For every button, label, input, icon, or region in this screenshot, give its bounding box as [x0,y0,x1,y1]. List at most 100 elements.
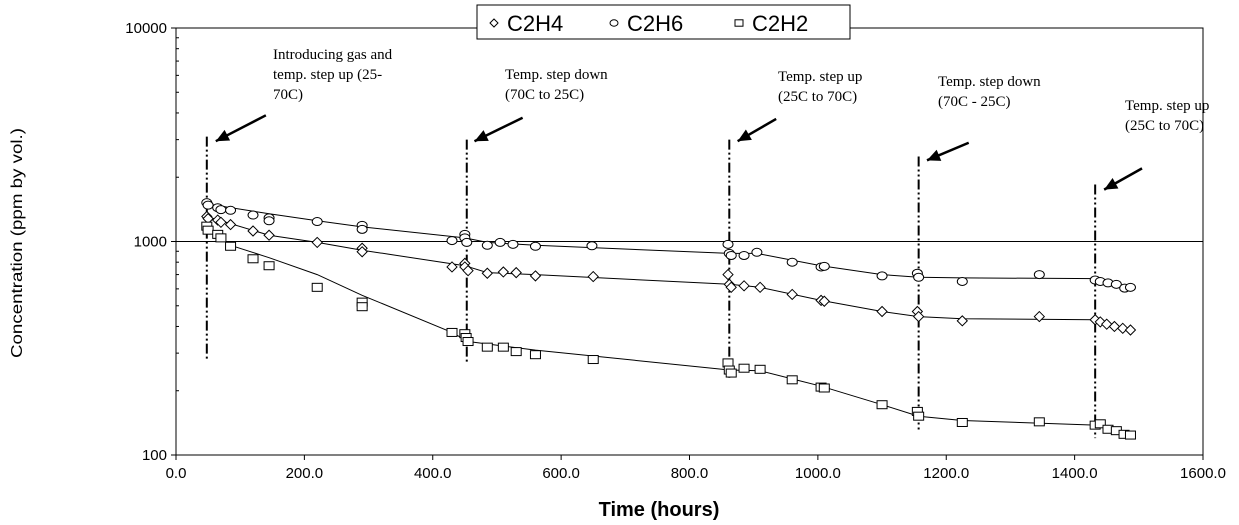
x-tick-label: 200.0 [286,465,324,482]
data-point-c2h4 [956,315,969,327]
data-point-c2h6 [446,236,458,246]
x-tick-label: 400.0 [414,465,452,482]
annotation-line: 70C) [273,87,303,103]
data-point-c2h6 [586,241,598,251]
data-point-c2h6 [956,276,968,286]
x-tick-label: 0.0 [166,465,187,482]
legend-box [476,4,851,40]
annotation-line: Temp. step up [1125,98,1209,114]
annotation-text: Temp. step up (25C to 70C) [778,69,862,105]
annotations: Introducing gas and temp. step up (25- 70C… [215,47,1209,191]
x-tick-label: 600.0 [542,465,580,482]
x-tick-label: 1400.0 [1052,465,1098,482]
data-point-c2h2 [738,363,750,373]
fit-line-c2h6 [206,203,1131,288]
data-point-c2h2 [202,225,214,235]
data-point-c2h2 [481,342,493,352]
annotation-line: (25C to 70C) [1125,118,1204,134]
data-point-c2h4 [1033,310,1046,323]
data-point-c2h6 [507,239,519,249]
data-point-c2h6 [529,241,541,251]
data-point-c2h4 [263,229,275,241]
legend-marker-c2h2 [734,19,744,27]
data-point-c2h4 [356,246,368,258]
annotation-text: Temp. step down (70C to 25C) [505,67,608,103]
fit-line-c2h2 [206,228,1131,436]
annotation-line: Temp. step down [505,67,608,83]
data-point-c2h2 [754,364,766,374]
data-point-c2h6 [751,247,763,257]
data-point-c2h4 [738,280,750,292]
data-point-c2h4 [446,261,458,273]
data-point-c2h2 [1033,417,1045,427]
data-point-c2h6 [225,205,237,215]
legend-label: C2H2 [752,11,808,36]
data-point-c2h4 [754,281,766,294]
data-point-c2h2 [818,383,830,393]
x-tick-label: 800.0 [671,465,709,482]
data-points [201,198,1137,440]
data-point-c2h4 [1124,324,1137,336]
annotation-text: Temp. step down (70C - 25C) [938,74,1041,110]
data-point-c2h2 [497,342,509,352]
x-tick-label: 1200.0 [923,465,969,482]
data-point-c2h2 [956,417,968,427]
annotation-arrowhead [1104,178,1119,190]
x-axis-title: Time (hours) [599,499,720,521]
axes [171,27,1204,460]
data-point-c2h4 [818,295,831,307]
fit-lines [206,203,1131,436]
data-point-c2h2 [247,254,259,264]
data-point-c2h2 [510,347,522,357]
data-point-c2h2 [876,400,888,410]
data-point-c2h6 [738,250,750,260]
data-point-c2h6 [722,239,734,249]
annotation-text: Introducing gas and temp. step up (25- 70C… [273,47,393,103]
data-point-c2h2 [356,302,368,312]
data-point-c2h2 [311,282,323,292]
data-point-c2h4 [587,270,599,283]
data-point-c2h6 [786,257,798,267]
data-point-c2h4 [215,216,227,229]
data-point-c2h4 [876,305,888,318]
data-point-c2h6 [1110,279,1122,289]
annotation-arrowhead [926,149,942,161]
annotation-line: Introducing gas and [273,47,393,63]
annotation-line: Temp. step down [938,74,1041,90]
data-point-c2h2 [913,411,925,421]
data-point-c2h2 [725,368,737,378]
event-markers [205,136,1097,439]
annotation-arrowhead [215,129,231,142]
data-point-c2h6 [215,205,227,215]
data-point-c2h4 [786,288,798,301]
data-point-c2h2 [529,350,541,360]
data-point-c2h6 [311,217,323,227]
data-point-c2h4 [1108,320,1121,333]
y-tick-label: 100 [142,447,167,464]
data-point-c2h2 [225,241,237,251]
data-point-c2h4 [247,225,259,237]
legend: C2H4 C2H6 C2H2 [476,4,851,40]
data-point-c2h6 [494,237,506,247]
data-point-c2h4 [224,218,237,231]
data-point-c2h2 [263,261,275,271]
y-tick-label: 10000 [125,20,167,37]
data-point-c2h6 [1124,282,1136,292]
data-point-c2h6 [202,200,214,210]
data-point-c2h4 [311,236,323,249]
x-tick-label: 1600.0 [1180,465,1226,482]
data-point-c2h6 [356,224,368,234]
data-point-c2h4 [481,267,494,279]
data-point-c2h2 [587,355,599,365]
data-point-c2h6 [725,250,737,260]
fit-line-c2h4 [206,216,1131,331]
legend-label: C2H6 [627,11,683,36]
data-point-c2h4 [510,266,522,279]
data-point-c2h6 [876,271,888,281]
data-point-c2h6 [818,261,830,271]
annotation-line: (70C - 25C) [938,94,1011,110]
annotation-text: Temp. step up (25C to 70C) [1125,98,1209,134]
legend-marker-c2h6 [609,19,619,27]
data-point-c2h6 [913,272,925,282]
